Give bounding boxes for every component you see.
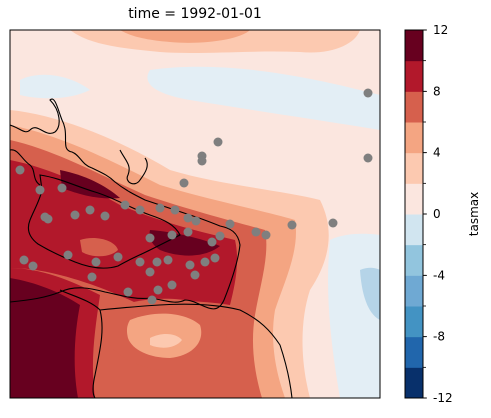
colorbar-tick-label: 4 [433, 146, 441, 160]
station-marker [191, 216, 201, 226]
colorbar-swatch [405, 60, 423, 92]
station-markers [15, 88, 373, 305]
colorbar-swatch [405, 367, 423, 399]
station-marker [179, 178, 189, 188]
station-marker [35, 185, 45, 195]
station-marker [153, 285, 163, 295]
station-marker [147, 295, 157, 305]
colorbar-tick-label: -4 [433, 268, 445, 282]
contour-band-2-4 [150, 334, 182, 348]
station-marker [91, 257, 101, 267]
station-marker [363, 153, 373, 163]
colorbar-label: tasmax [467, 192, 481, 236]
station-marker [19, 255, 29, 265]
station-marker [225, 219, 235, 229]
colorbar-tick-label: -8 [433, 330, 445, 344]
contour-band-neg4-neg2 [360, 267, 380, 320]
station-marker [43, 214, 53, 224]
station-marker [183, 227, 193, 237]
station-marker [145, 267, 155, 277]
station-marker [167, 280, 177, 290]
station-marker [261, 230, 271, 240]
contour-band-10-12 [149, 230, 220, 256]
station-marker [113, 252, 123, 262]
station-marker [183, 213, 193, 223]
station-marker [197, 156, 207, 166]
colorbar-ticks: -12 -8 -4 0 4 8 12 [423, 23, 453, 405]
colorbar-tick-label: -12 [433, 391, 453, 405]
colorbar-swatch [405, 183, 423, 215]
station-marker [135, 257, 145, 267]
station-marker [135, 205, 145, 215]
contour-band-4-6 [120, 30, 250, 43]
colorbar-swatch [405, 214, 423, 246]
station-marker [163, 255, 173, 265]
station-marker [185, 260, 195, 270]
station-marker [190, 270, 200, 280]
station-marker [152, 257, 162, 267]
colorbar-swatch [405, 275, 423, 307]
station-marker [167, 230, 177, 240]
colorbar-swatch [405, 152, 423, 184]
contour-band-6-8 [80, 238, 118, 257]
station-marker [15, 165, 25, 175]
station-marker [207, 237, 217, 247]
station-marker [251, 227, 261, 237]
chart-title: time = 1992-01-01 [128, 6, 262, 22]
station-marker [155, 203, 165, 213]
colorbar-swatch [405, 91, 423, 123]
colorbar-swatch [405, 122, 423, 154]
station-marker [120, 200, 130, 210]
station-marker [100, 211, 110, 221]
station-marker [70, 210, 80, 220]
station-marker [28, 261, 38, 271]
station-marker [287, 220, 297, 230]
map-frame [9, 29, 381, 399]
station-marker [200, 257, 210, 267]
contour-band-neg2-0 [147, 66, 380, 130]
station-marker [145, 233, 155, 243]
colorbar-swatch [405, 244, 423, 276]
station-marker [363, 88, 373, 98]
contour-band-10-12 [10, 278, 80, 398]
station-marker [213, 137, 223, 147]
station-marker [170, 205, 180, 215]
contour-band-10-12 [60, 170, 120, 199]
colorbar-swatch [405, 306, 423, 338]
colorbar-swatch [405, 336, 423, 368]
contour-band-8-10 [10, 160, 238, 305]
station-marker [215, 231, 225, 241]
contour-band-neg2-0 [20, 74, 90, 99]
colorbar-tick-label: 0 [433, 207, 441, 221]
station-marker [210, 253, 220, 263]
station-marker [123, 287, 133, 297]
station-marker [328, 218, 338, 228]
colorbar-swatch [405, 30, 423, 62]
station-marker [87, 272, 97, 282]
station-marker [63, 250, 73, 260]
colorbar-swatches [405, 30, 423, 399]
station-marker [57, 183, 67, 193]
colorbar-tick-label: 8 [433, 84, 441, 98]
station-marker [85, 205, 95, 215]
colorbar-tick-label: 12 [433, 23, 448, 37]
